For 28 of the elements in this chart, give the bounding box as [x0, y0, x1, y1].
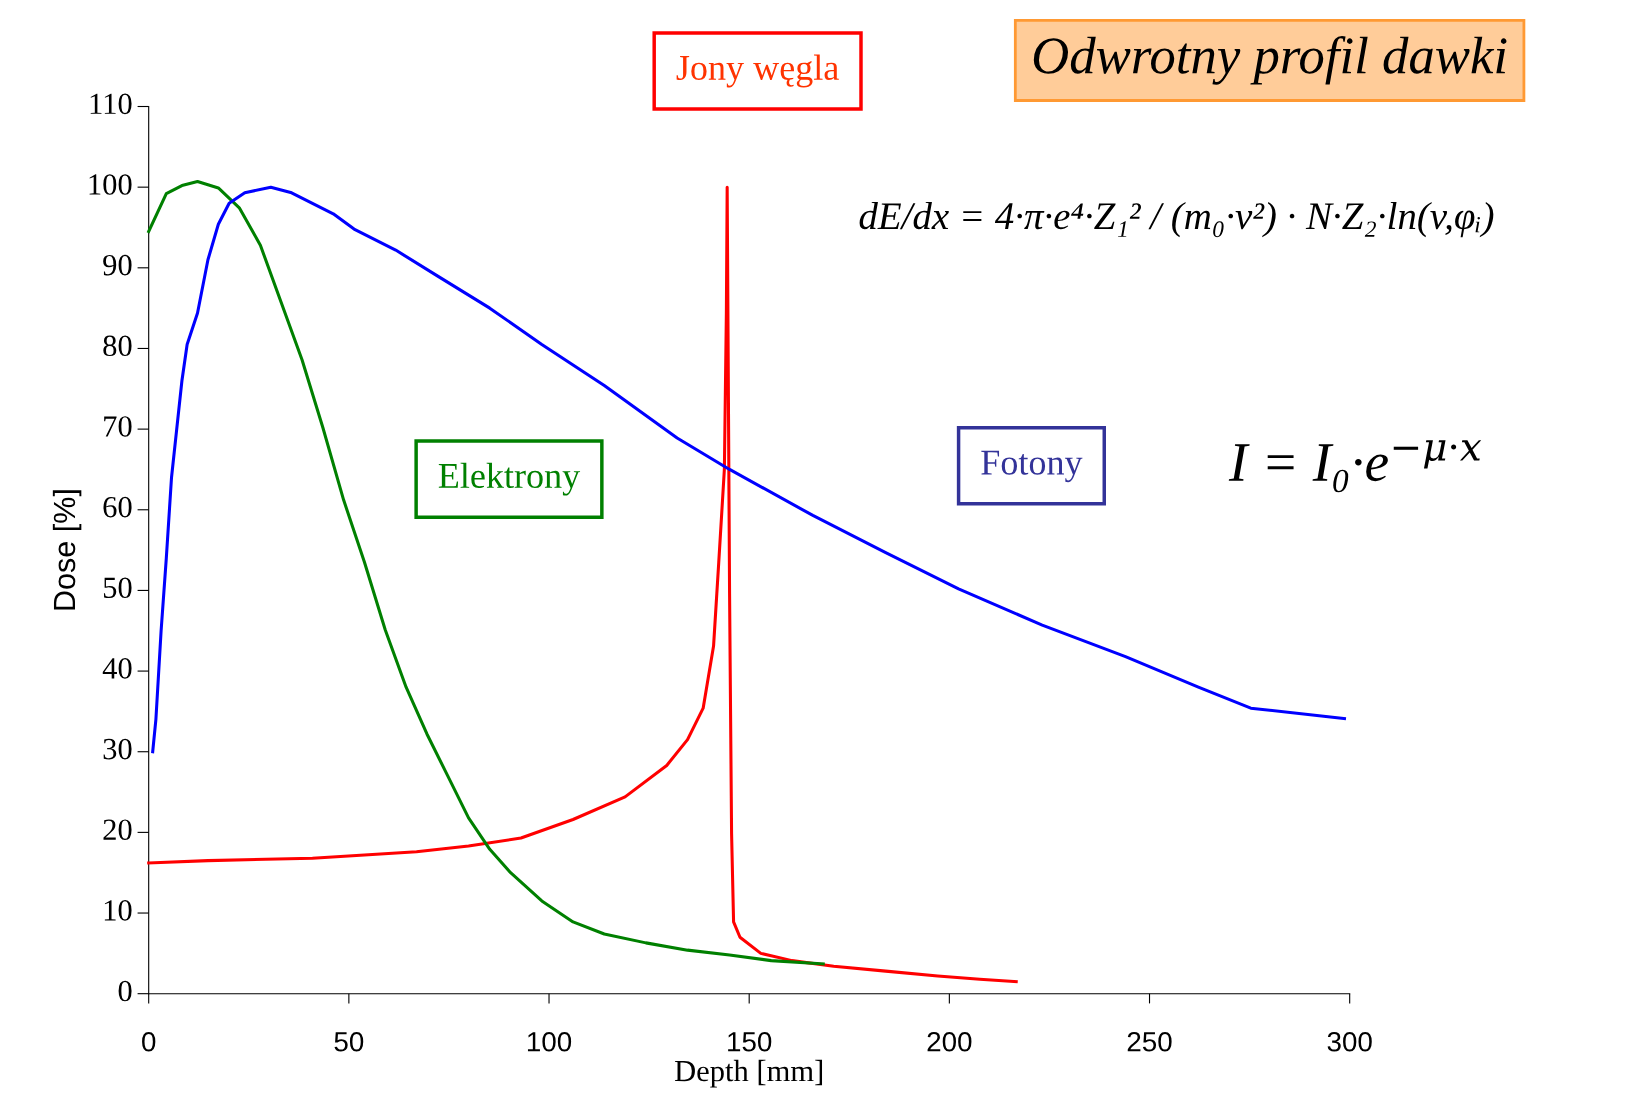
x-tick-label: 200	[927, 1031, 972, 1052]
x-tick-label: 100	[527, 1031, 572, 1052]
text: Elektrony	[438, 462, 581, 496]
text: Jony węgla	[676, 54, 839, 88]
y-tick-label: 70	[104, 416, 132, 437]
y-axis-title: Dose [%]	[52, 490, 82, 610]
x-tick-label: 300	[1327, 1031, 1372, 1052]
y-tick-label: 60	[103, 496, 132, 518]
y-tick-label: 110	[90, 93, 132, 115]
y-tick-label: 30	[103, 738, 132, 760]
x-tick-label: 50	[334, 1031, 364, 1052]
text: Fotony	[981, 450, 1083, 483]
annotation: dE/dx = 4·π·e⁴·Z₁² / (m₀·v²) · N·Z₂·ln(v,φᵢ)	[859, 201, 1494, 238]
x-tick-label: 150	[728, 1031, 772, 1052]
y-tick-label: 0	[118, 980, 132, 1002]
x-tick-label: 250	[1127, 1031, 1172, 1052]
annotation: I = I₀·e$^{−μ·x}$	[1228, 440, 1482, 493]
x-tick-label: 0	[142, 1031, 156, 1052]
x-axis-title: Depth [mm]	[674, 1059, 823, 1088]
y-tick-label: 80	[103, 335, 132, 357]
y-tick-label: 100	[89, 174, 132, 195]
y-tick-label: 40	[102, 658, 132, 679]
chart-title: Odwrotny profil dawki	[1033, 36, 1507, 85]
line-series	[147, 179, 825, 966]
y-tick-label: 90	[103, 254, 132, 276]
y-tick-label: 10	[104, 900, 132, 921]
y-tick-label: 20	[103, 819, 132, 841]
y-tick-label: 50	[103, 577, 132, 599]
